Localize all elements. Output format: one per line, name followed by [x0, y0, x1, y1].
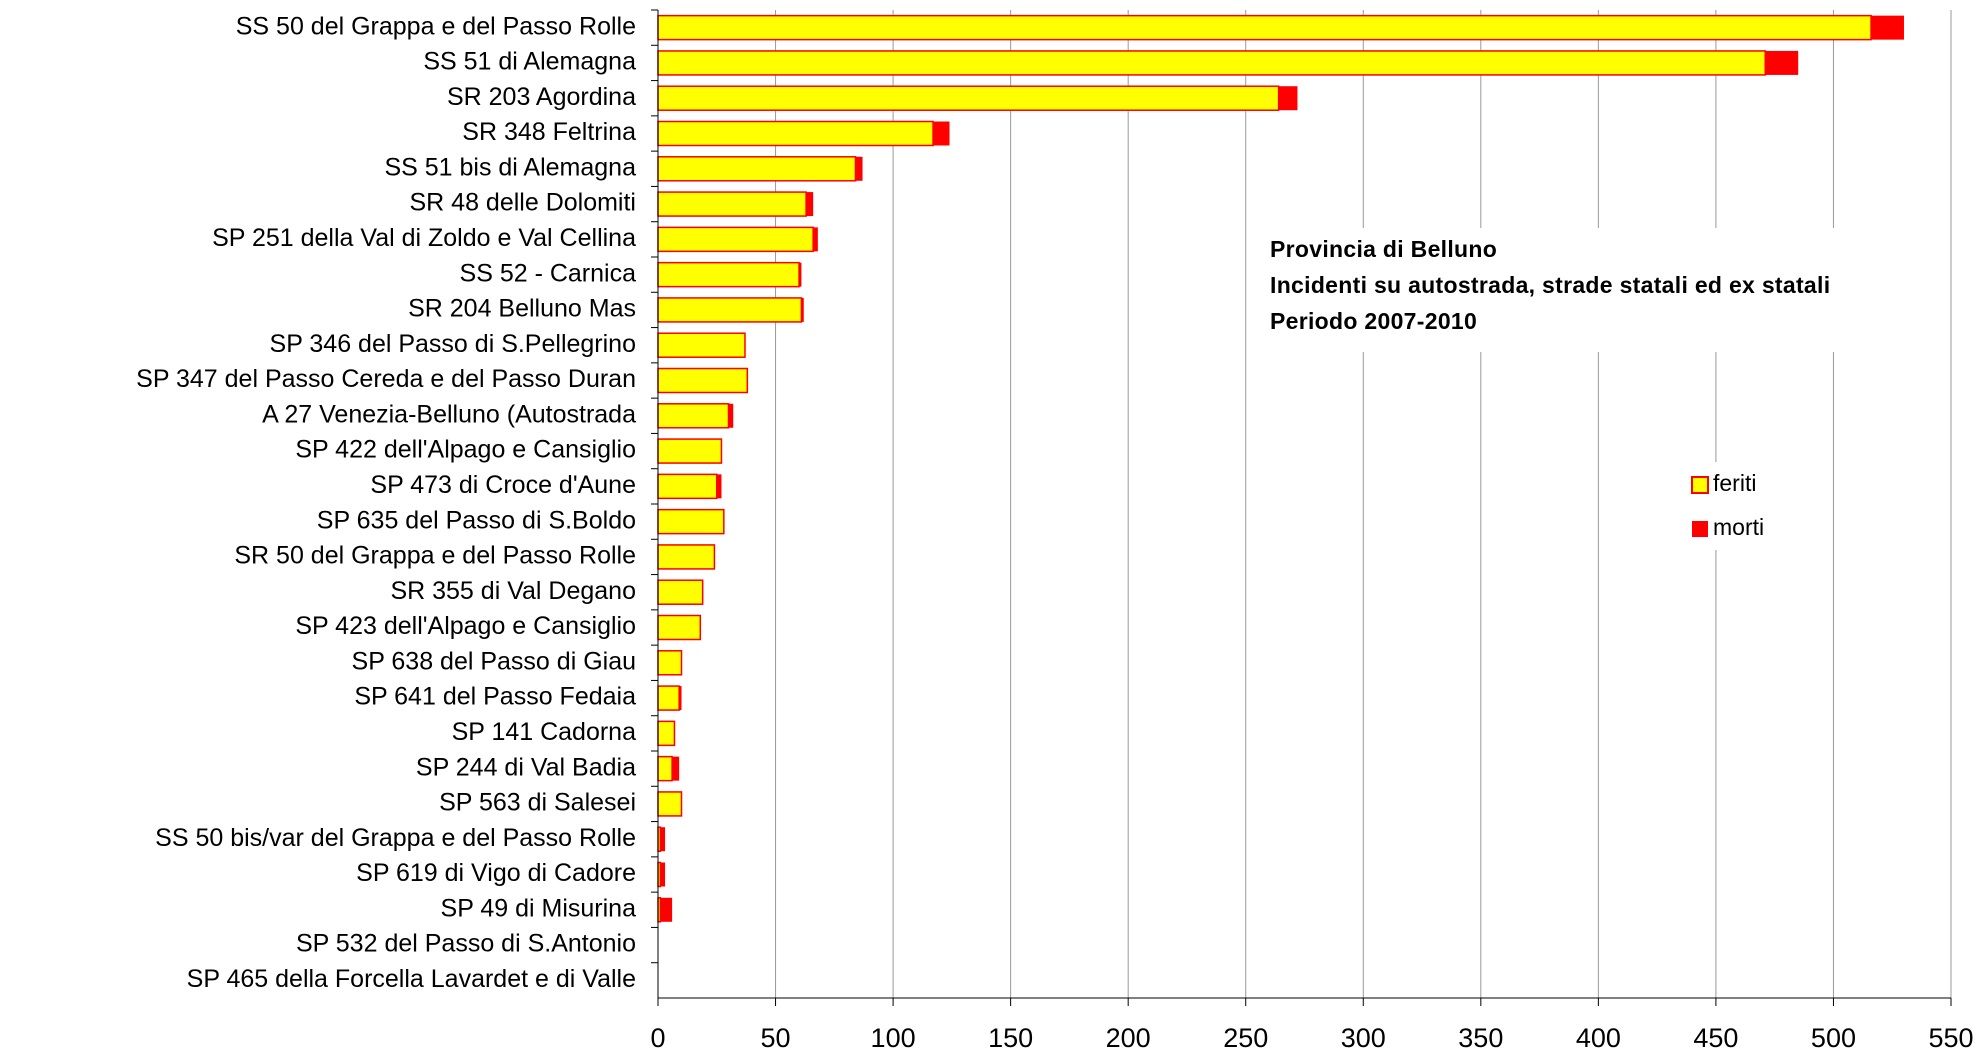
bar-morti: [660, 897, 673, 922]
bar-morti: [660, 827, 666, 852]
bar-morti: [679, 686, 682, 711]
bar-morti: [1765, 50, 1799, 75]
y-tick-label: SP 423 dell'Alpago e Cansiglio: [295, 612, 636, 640]
y-tick-label: SP 49 di Misurina: [441, 894, 637, 922]
bar-feriti: [657, 332, 746, 358]
bar-morti: [855, 156, 863, 181]
y-tick-label: SS 50 bis/var del Grappa e del Passo Rol…: [155, 824, 636, 852]
bar-feriti: [657, 720, 676, 747]
y-tick-label: SP 619 di Vigo di Cadore: [356, 859, 636, 887]
bar-feriti: [657, 614, 702, 641]
bar-morti: [1871, 15, 1904, 40]
x-tick-label: 300: [1341, 1023, 1386, 1053]
y-tick-label: SP 563 di Salesei: [439, 789, 636, 817]
y-tick-label: A 27 Venezia-Belluno (Autostrada: [262, 400, 636, 428]
y-tick-label: SP 465 della Forcella Lavardet e di Vall…: [187, 965, 636, 993]
bar-feriti: [657, 261, 800, 288]
bar-morti: [1278, 86, 1298, 111]
bar-morti: [933, 121, 950, 146]
title-box: [1262, 228, 1946, 352]
x-tick-label: 400: [1576, 1023, 1621, 1053]
bar-feriti: [657, 791, 683, 817]
y-tick-label: SS 51 bis di Alemagna: [384, 153, 636, 181]
y-tick-label: SR 355 di Val Degano: [390, 577, 636, 605]
x-tick-label: 150: [988, 1023, 1033, 1053]
x-tick-label: 0: [650, 1023, 665, 1053]
x-tick-label: 250: [1223, 1023, 1268, 1053]
annotation: Periodo 2007-2010: [1270, 308, 1477, 334]
bar-feriti: [657, 473, 718, 500]
y-tick-label: SS 52 - Carnica: [460, 259, 637, 287]
bar-morti: [813, 227, 818, 252]
y-tick-label: SP 473 di Croce d'Aune: [370, 471, 636, 499]
y-tick-label: SP 347 del Passo Cereda e del Passo Dura…: [136, 365, 636, 393]
y-tick-label: SS 50 del Grappa e del Passo Rolle: [236, 12, 636, 40]
x-tick-label: 100: [871, 1023, 916, 1053]
y-tick-label: SP 244 di Val Badia: [416, 753, 636, 781]
bar-feriti: [657, 50, 1767, 76]
chart-subtitle: Incidenti su autostrada, strade statali …: [1270, 272, 1830, 298]
bar-feriti: [657, 403, 730, 429]
y-tick-label: SR 203 Agordina: [447, 83, 636, 111]
y-tick-label: SR 48 delle Dolomiti: [410, 189, 637, 217]
y-tick-label: SS 51 di Alemagna: [423, 48, 636, 76]
x-tick-label: 350: [1458, 1023, 1503, 1053]
y-tick-label: SR 204 Belluno Mas: [408, 295, 636, 323]
legend-label: morti: [1713, 514, 1764, 540]
bar-morti: [672, 756, 680, 781]
x-tick-label: 500: [1811, 1023, 1856, 1053]
y-tick-label: SP 641 del Passo Fedaia: [354, 683, 636, 711]
bar-feriti: [657, 438, 723, 464]
bar-morti: [806, 192, 814, 217]
bar-feriti: [657, 226, 814, 253]
y-tick-label: SP 638 del Passo di Giau: [352, 647, 636, 675]
bar-feriti: [657, 191, 807, 217]
bar-morti: [716, 474, 722, 499]
bar-feriti: [657, 508, 725, 535]
chart-title: Provincia di Belluno: [1270, 236, 1497, 262]
y-tick-label: SR 50 del Grappa e del Passo Rolle: [234, 542, 636, 570]
y-tick-label: SP 141 Cadorna: [452, 718, 636, 746]
bar-feriti: [657, 297, 803, 323]
x-tick-label: 450: [1693, 1023, 1738, 1053]
legend-swatch: [1691, 476, 1709, 494]
bar-feriti: [657, 367, 749, 394]
y-tick-label: SP 346 del Passo di S.Pellegrino: [270, 330, 636, 358]
legend-swatch: [1692, 521, 1708, 537]
bar-feriti: [657, 85, 1280, 111]
bar-feriti: [657, 685, 680, 711]
bar-morti: [660, 862, 666, 887]
y-tick-label: SR 348 Feltrina: [462, 118, 636, 146]
y-tick-label: SP 251 della Val di Zoldo e Val Cellina: [212, 224, 636, 252]
bar-feriti: [657, 579, 704, 605]
bar-feriti: [657, 544, 716, 570]
bar-feriti: [657, 650, 683, 676]
y-tick-label: SP 422 dell'Alpago e Cansiglio: [295, 436, 636, 464]
bar-feriti: [657, 755, 673, 782]
bar-morti: [728, 403, 734, 428]
bar-morti: [801, 297, 804, 322]
x-tick-label: 50: [761, 1023, 791, 1053]
y-tick-label: SP 635 del Passo di S.Boldo: [317, 506, 636, 534]
bar-morti: [799, 262, 802, 287]
bar-feriti: [657, 14, 1872, 41]
bar-feriti: [657, 156, 857, 182]
bar-feriti: [657, 120, 934, 147]
y-tick-label: SP 532 del Passo di S.Antonio: [296, 930, 636, 958]
legend-label: feriti: [1713, 470, 1756, 496]
x-tick-label: 550: [1928, 1023, 1973, 1053]
x-tick-label: 200: [1106, 1023, 1151, 1053]
